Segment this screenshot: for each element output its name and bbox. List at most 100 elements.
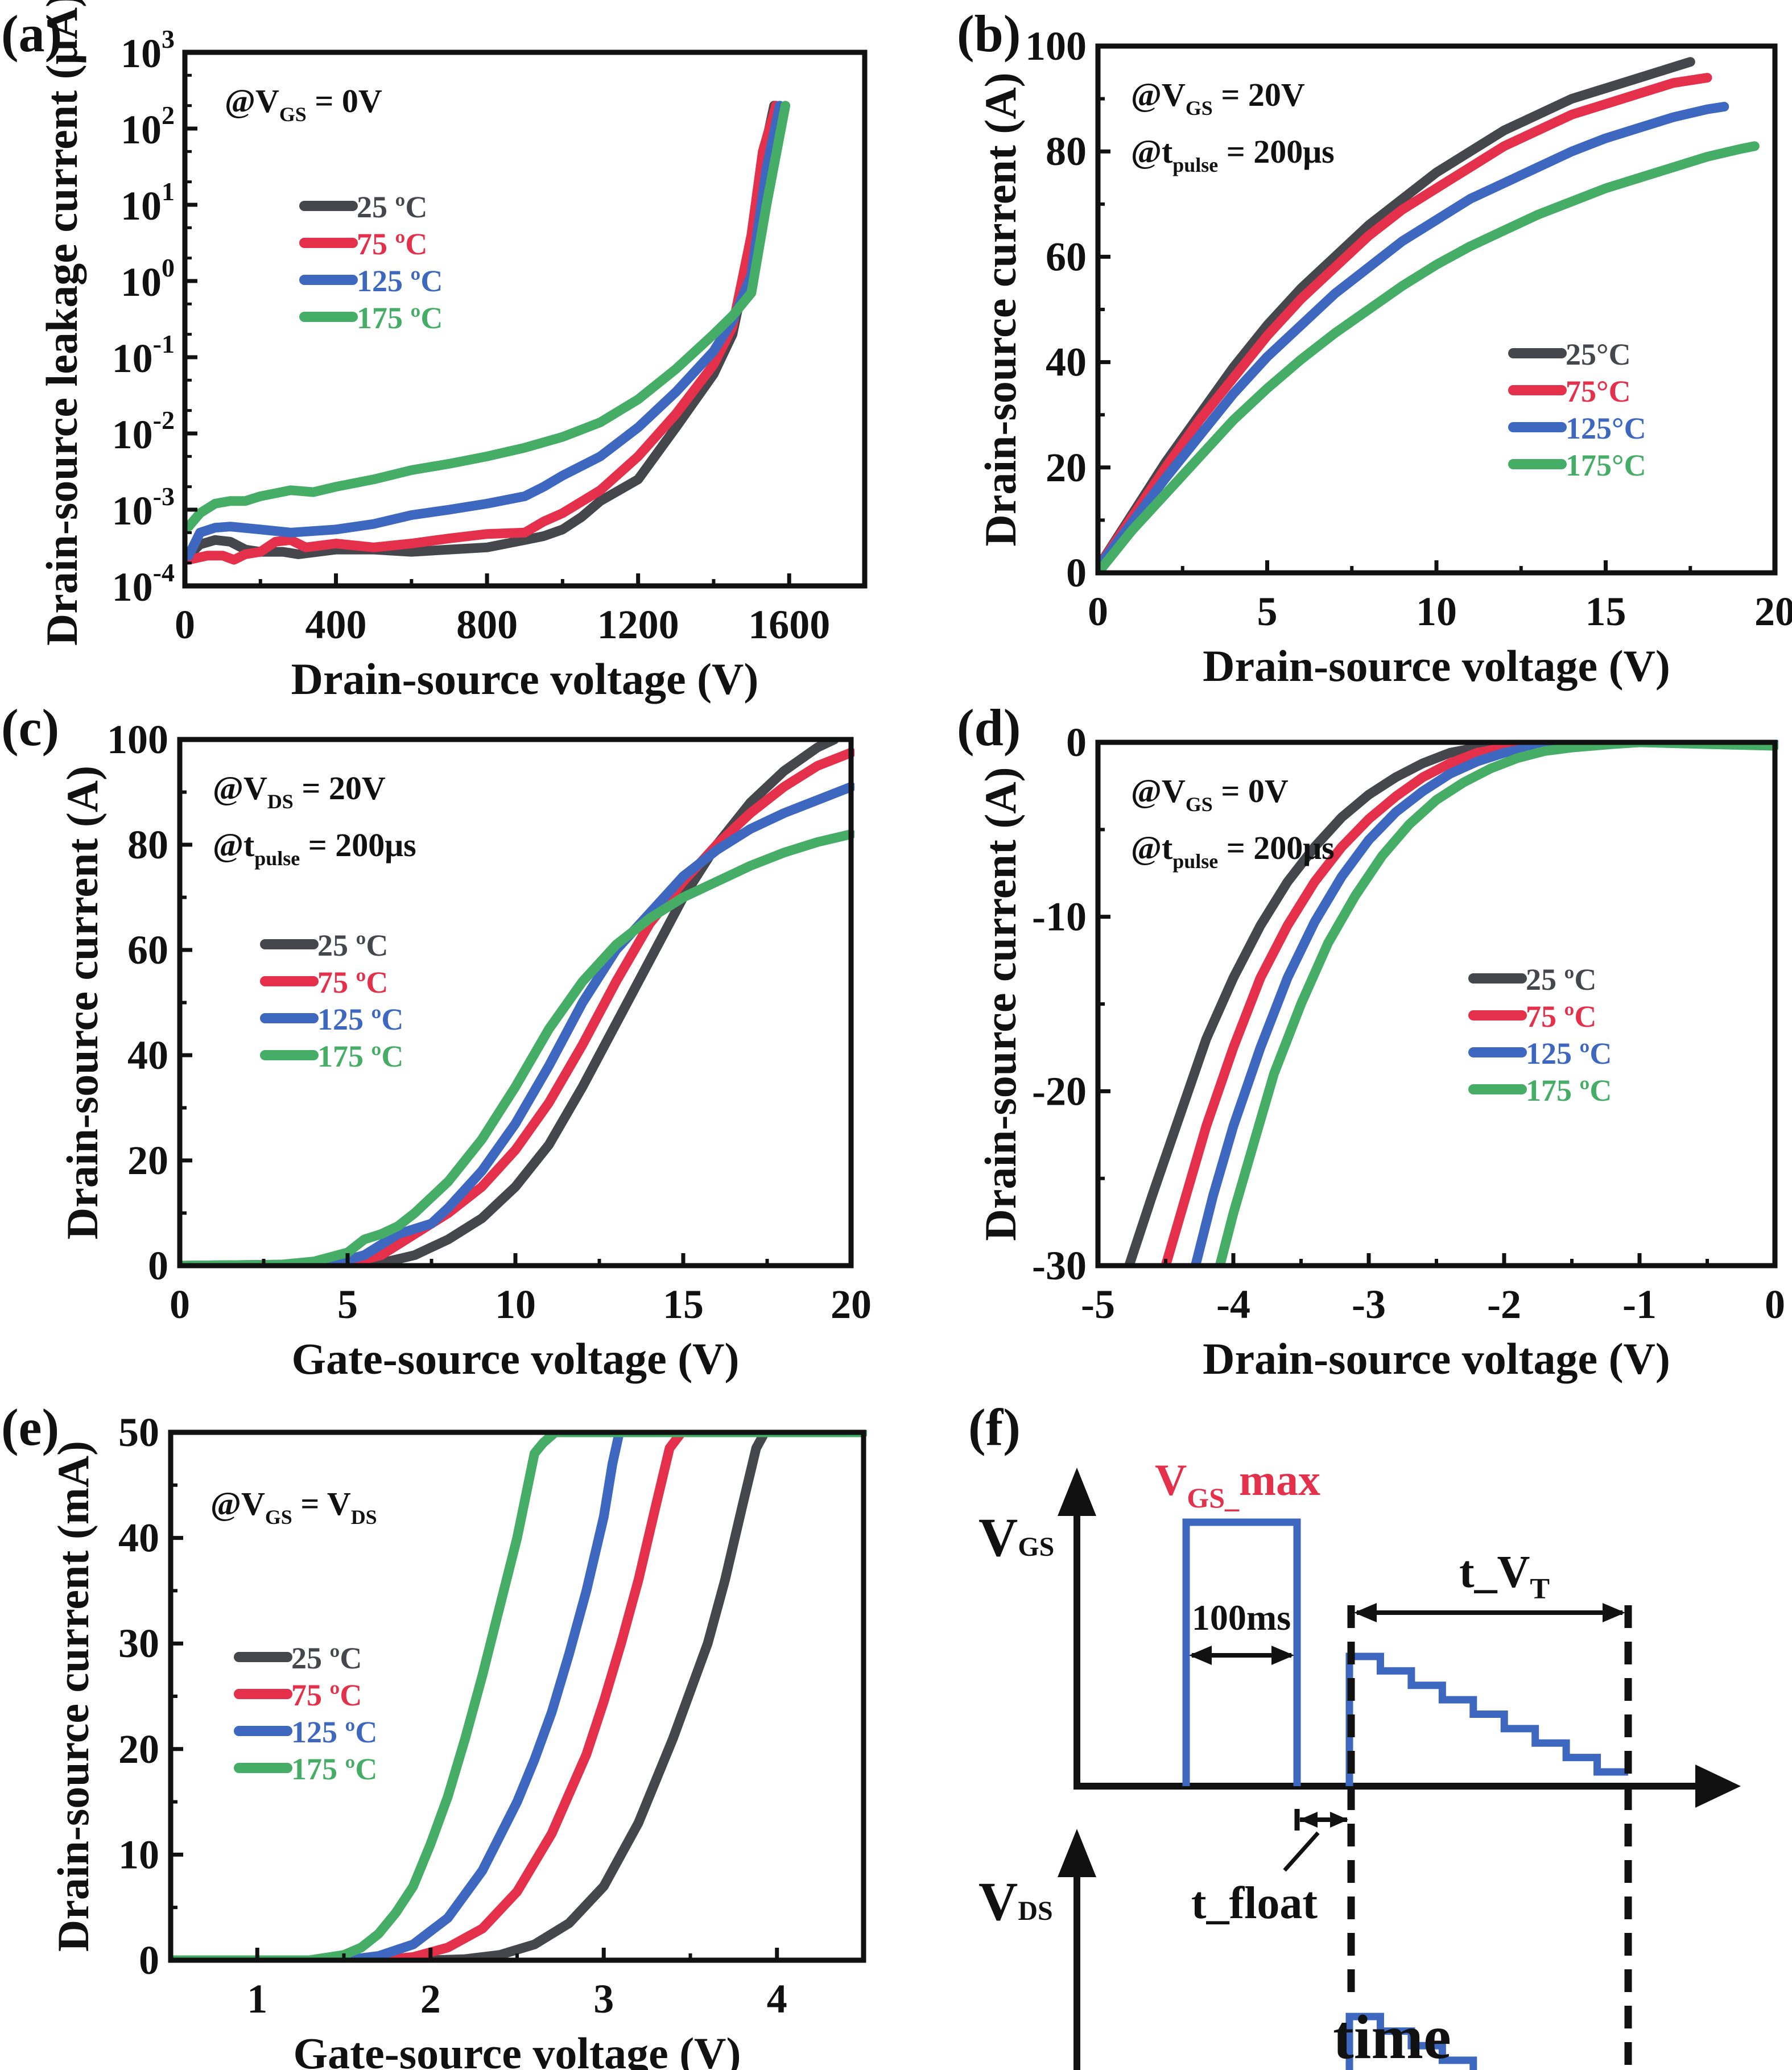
legend-label: 125°C (1566, 411, 1646, 445)
series-line-25C (1124, 740, 1778, 1268)
text-span: @V (225, 82, 279, 119)
subscript: DS (351, 1506, 377, 1528)
x-axis-label: Drain-source voltage (V) (1203, 1334, 1670, 1383)
y-axis-label: Drain-source leakage current (μA) (37, 0, 86, 646)
y-tick-label: 40 (1046, 340, 1087, 385)
legend-label: 75 ºC (291, 1678, 362, 1712)
x-tick-label: -5 (1081, 1282, 1115, 1327)
tick-exponent: -1 (153, 329, 175, 358)
panel-label: (c) (1, 699, 59, 757)
series-line-125C (185, 101, 785, 561)
x-tick-label: 10 (1416, 589, 1457, 634)
label-letter: V (1155, 1455, 1187, 1505)
series-line-175C (1098, 141, 1760, 575)
x-tick-label: 5 (1257, 589, 1278, 634)
dimension-arrowhead-right (1330, 1812, 1348, 1828)
series-line-175C (171, 1430, 867, 1962)
x-axis-label: Drain-source voltage (V) (1203, 641, 1670, 691)
y-tick-label: 40 (118, 1515, 159, 1561)
subscript: GS (1186, 97, 1213, 119)
y-tick-label: 0 (1066, 550, 1087, 596)
vgs-staircase (1345, 1652, 1628, 1786)
tick-exponent: -4 (153, 558, 175, 587)
series-line-125C (180, 782, 854, 1268)
y-tick-label: 101 (121, 177, 175, 229)
x-tick-label: 4 (767, 1976, 787, 2022)
tick-base: 10 (112, 488, 153, 534)
y-tick-label: 0 (139, 1937, 159, 1983)
legend-item: 75°C (1508, 374, 1631, 408)
series-line-175C (185, 101, 791, 532)
legend-item: 125 ºC (260, 1002, 403, 1036)
t-float-label: t_float (1191, 1878, 1318, 1928)
y-tick-label: 20 (1046, 445, 1087, 490)
y-axis-label: Drain-source current (A) (976, 767, 1025, 1241)
vgs-max-label: VGS_max (1155, 1455, 1320, 1514)
plot-frame (1095, 739, 1778, 1269)
dimension-arrowhead-right (1603, 1603, 1625, 1622)
x-axis-label: Gate-source voltage (V) (294, 2028, 741, 2070)
condition-annotation: @VGS = 0V (1131, 772, 1289, 816)
x-tick-label: 0 (170, 1282, 190, 1327)
panel-label: (b) (957, 5, 1021, 63)
y-tick-label: 20 (118, 1726, 159, 1772)
subscript: DS (267, 790, 294, 813)
vgs-max-pulse (1182, 1518, 1301, 1786)
x-tick-label: 0 (1088, 589, 1108, 634)
pulse-width-label: 100ms (1192, 1597, 1291, 1638)
legend-item: 175 ºC (260, 1039, 403, 1073)
panel-label: (f) (968, 1398, 1021, 1456)
chart-panel-a: (a)0 400 800 1200 160010-410-310-210-1100101… (1, 0, 868, 704)
y-axis-label: Drain-source current (A) (57, 766, 107, 1239)
vgs-axis-label: VGS (978, 1507, 1054, 1568)
legend-label: 75°C (1566, 374, 1631, 408)
x-tick-label: -3 (1352, 1282, 1386, 1327)
text-span: = 20V (1213, 76, 1305, 113)
x-tick-label: 800 (456, 602, 518, 647)
tick-base: 10 (121, 107, 162, 152)
label-subscript: T (1530, 1573, 1550, 1605)
y-tick-label: 10-1 (112, 329, 175, 381)
y-tick-label: -30 (1032, 1243, 1087, 1288)
plot-frame (1095, 43, 1778, 576)
legend-label: 25 ºC (291, 1641, 362, 1675)
x-tick-label: 400 (305, 602, 367, 647)
legend-item: 125°C (1508, 411, 1646, 445)
tick-base: 10 (121, 183, 162, 229)
tick-exponent: -3 (153, 482, 175, 511)
legend-label: 75 ºC (357, 227, 427, 261)
y-tick-label: 20 (127, 1138, 168, 1183)
axis-letter: V (978, 1507, 1018, 1568)
dimension-arrowhead-left (1354, 1603, 1377, 1622)
condition-annotation: @tpulse = 200μs (1131, 133, 1335, 176)
x-tick-label: 0 (175, 602, 195, 647)
legend-label: 175 ºC (291, 1752, 377, 1786)
series-line-25C (185, 101, 779, 561)
t-float-leader-line (1283, 1831, 1320, 1872)
series-line-25C (180, 737, 839, 1268)
y-tick-label: 80 (1046, 129, 1087, 174)
legend-label: 25°C (1566, 337, 1631, 371)
series-line-125C (171, 1430, 867, 1962)
y-axis-label: Drain-source current (A) (976, 72, 1025, 546)
x-tick-label: 20 (831, 1282, 872, 1327)
y-tick-label: 100 (1025, 23, 1087, 69)
series-line-175C (1215, 740, 1778, 1268)
dimension-arrowhead-right (1271, 1646, 1294, 1665)
text-span: @V (1131, 76, 1186, 113)
tick-base: 10 (121, 259, 162, 305)
y-tick-label: 100 (107, 717, 168, 762)
x-tick-label: 1600 (748, 602, 830, 647)
y-tick-label: -10 (1032, 894, 1087, 940)
text-span: @V (210, 1485, 265, 1522)
legend-item: 175°C (1508, 448, 1646, 482)
legend-item: 25 ºC (299, 190, 427, 224)
label-text: t_V (1459, 1547, 1530, 1597)
tick-base: 10 (112, 564, 153, 610)
label-suffix: max (1239, 1455, 1320, 1505)
series-line-125C (1190, 740, 1778, 1268)
